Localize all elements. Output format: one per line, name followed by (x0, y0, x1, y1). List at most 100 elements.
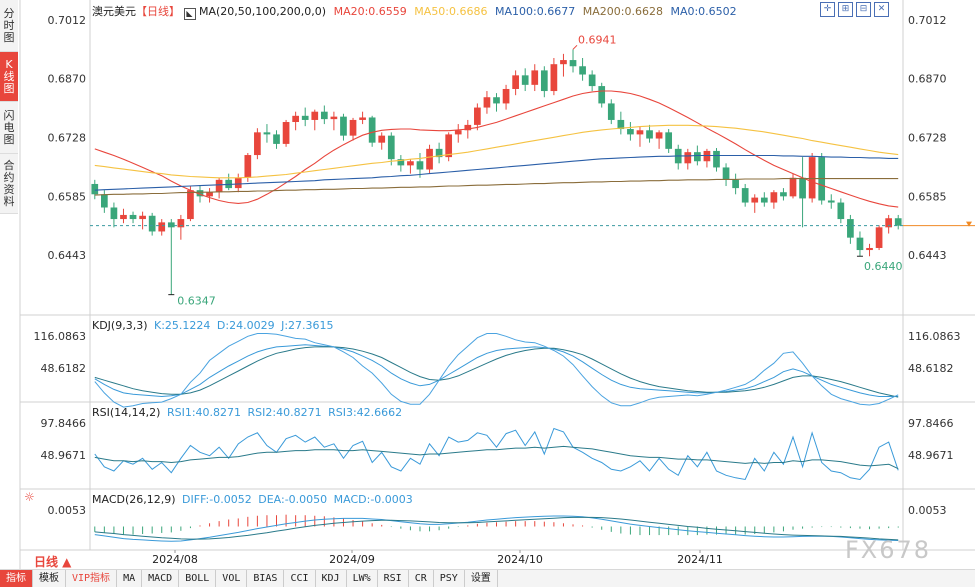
candle-body (799, 177, 806, 199)
settings-button[interactable]: 设置 (465, 570, 498, 587)
vol-button[interactable]: VOL (216, 570, 248, 587)
candle-body (569, 60, 577, 67)
ma100-value: MA100:0.6677 (495, 5, 576, 18)
candle-body (550, 64, 558, 92)
template-button[interactable]: 模板 (33, 570, 66, 587)
candle-body (598, 86, 606, 104)
ma-button[interactable]: MA (117, 570, 143, 587)
macd-label: MACD(26,12,9) (92, 493, 176, 506)
macd-tick-left: 0.0053 (48, 504, 87, 517)
candle-body (655, 132, 663, 139)
candle-body (856, 237, 864, 251)
bias-button[interactable]: BIAS (247, 570, 285, 587)
candle-body (502, 88, 510, 104)
candle-body (311, 111, 319, 120)
candle-body (493, 97, 500, 104)
candle-body (713, 150, 720, 168)
candle-body (167, 222, 175, 228)
psy-button[interactable]: PSY (434, 570, 465, 587)
macd-tick-right: 0.0053 (908, 504, 947, 517)
macd-macd-value: MACD:-0.0003 (333, 493, 413, 506)
lw-button[interactable]: LW% (347, 570, 378, 587)
candle-body (407, 161, 414, 166)
macd-button[interactable]: MACD (142, 570, 180, 587)
tab-timeshare[interactable]: 分时图 (0, 0, 18, 52)
tab-kline[interactable]: K线图 (0, 52, 18, 102)
boll-button[interactable]: BOLL (179, 570, 217, 587)
rsi-line-rsi1 (94, 427, 899, 481)
candle-body (483, 97, 491, 108)
kdj-tick-right: 48.6182 (908, 362, 954, 375)
candle-body (827, 200, 835, 203)
tab-flash[interactable]: 闪电图 (0, 102, 18, 154)
candle-body (665, 132, 673, 149)
cci-button[interactable]: CCI (284, 570, 316, 587)
candle-body (741, 188, 749, 203)
indicator-button[interactable]: 指标 (0, 570, 33, 587)
kdj-button[interactable]: KDJ (316, 570, 347, 587)
kdj-header: KDJ(9,3,3) K:25.1224 D:24.0029 J:27.3615 (92, 319, 334, 332)
ma200-value: MA200:0.6628 (582, 5, 663, 18)
macd-diff-value: DIFF:-0.0052 (182, 493, 252, 506)
candle-body (196, 190, 204, 197)
time-label: 2024/09 (329, 553, 375, 566)
kdj-d-value: D:24.0029 (216, 319, 275, 332)
low-label: 0.6347 (177, 295, 216, 308)
candle-body (330, 116, 338, 120)
price-tick-left: 0.6443 (48, 249, 87, 262)
tab-contract-info[interactable]: 合约资料 (0, 154, 18, 214)
kdj-tick-left: 48.6182 (41, 362, 87, 375)
candle-body (148, 215, 156, 232)
indicator-bar: 指标 模板 VIP指标 MA MACD BOLL VOL BIAS CCI KD… (0, 569, 975, 587)
candle-body (139, 215, 146, 220)
macd-line-dea (94, 516, 899, 541)
candle-body (215, 179, 223, 193)
macd-settings-icon[interactable]: ☼ (24, 490, 35, 504)
candle-body (282, 122, 290, 144)
candle-body (292, 115, 299, 123)
candle-body (703, 150, 711, 162)
time-label: 2024/10 (497, 553, 543, 566)
candle-body (627, 129, 634, 135)
candle-body (875, 227, 883, 248)
period-tag: 【日线】 (136, 5, 180, 18)
candle-body (751, 197, 759, 203)
ma0-value: MA0:0.6502 (670, 5, 737, 18)
chart-header: 澳元美元【日线】 ◣ MA(20,50,100,200,0,0) MA20:0.… (92, 3, 737, 20)
rsi-button[interactable]: RSI (378, 570, 409, 587)
candle-body (387, 135, 395, 160)
symbol-name: 澳元美元 (92, 5, 136, 18)
close-icon[interactable]: ✕ (874, 2, 889, 17)
crosshair-icon[interactable]: ✛ (820, 2, 835, 17)
zoom-out-icon[interactable]: ⊟ (856, 2, 871, 17)
rsi-tick-right: 97.8466 (908, 417, 954, 430)
rsi-label: RSI(14,14,2) (92, 406, 161, 419)
candle-body (320, 111, 328, 120)
rsi2-value: RSI2:40.8271 (247, 406, 322, 419)
candle-body (617, 119, 625, 130)
kdj-k-value: K:25.1224 (154, 319, 211, 332)
rsi-header: RSI(14,14,2) RSI1:40.8271 RSI2:40.8271 R… (92, 406, 402, 419)
candle-body (789, 177, 797, 197)
macd-header: MACD(26,12,9) DIFF:-0.0052 DEA:-0.0050 M… (92, 493, 413, 506)
candle-body (254, 132, 261, 156)
candle-body (110, 207, 118, 220)
candle-body (588, 74, 596, 87)
kline-chart[interactable]: 0.7012 0.7012 0.6870 0.6870 0.6728 0.6728 0.65… (0, 0, 975, 569)
rsi-tick-left: 48.9671 (41, 449, 87, 462)
vip-indicator-button[interactable]: VIP指标 (66, 570, 118, 587)
cr-button[interactable]: CR (409, 570, 434, 587)
candle-body (464, 124, 472, 131)
candle-body (177, 219, 185, 228)
candle-body (808, 157, 816, 199)
period-button[interactable]: 日线 ▲ (34, 555, 72, 569)
kdj-tick-left: 116.0863 (34, 330, 87, 343)
candle-body (120, 214, 127, 220)
zoom-in-icon[interactable]: ⊞ (838, 2, 853, 17)
price-tick-left: 0.6728 (48, 131, 87, 144)
price-tick-right: 0.6585 (908, 190, 947, 203)
kdj-line-d (94, 346, 899, 398)
ma-legend-icon[interactable]: ◣ (183, 8, 196, 20)
recent-low-label: 0.6440 (864, 260, 903, 273)
candle-body (847, 219, 854, 238)
